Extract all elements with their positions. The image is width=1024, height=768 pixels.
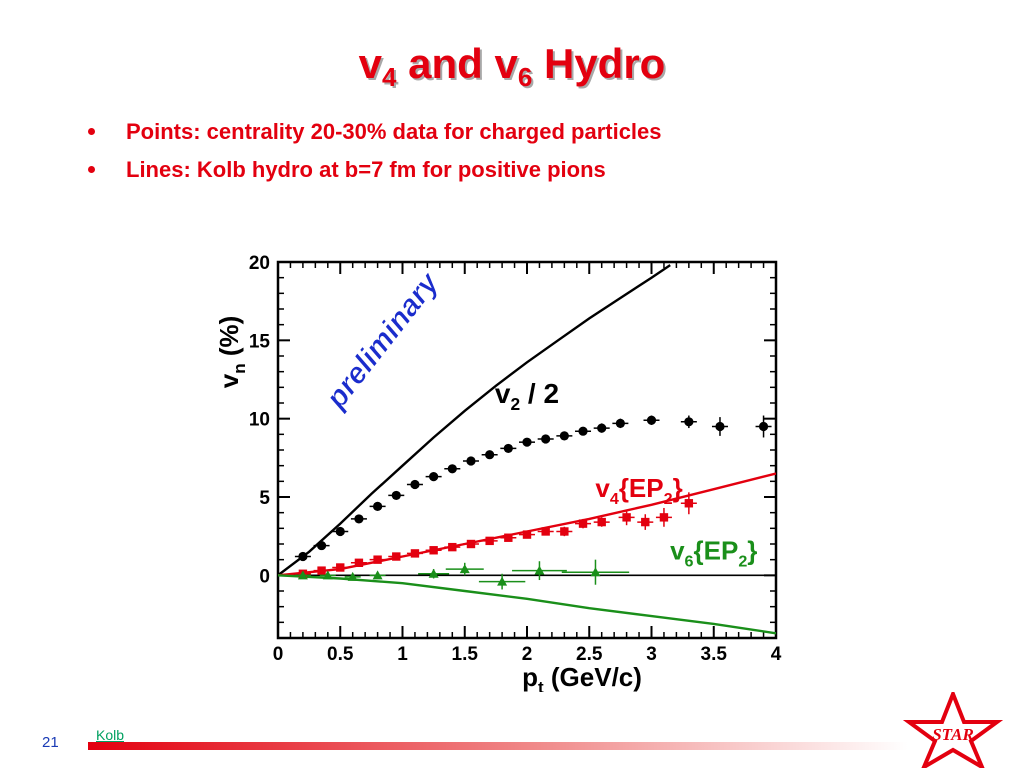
v2-point [758,421,769,432]
v2-point [429,472,439,482]
y-tick-label: 10 [249,410,270,431]
title-part3: Hydro [532,40,666,87]
v2-point [522,437,532,447]
star-logo-icon [902,692,1004,768]
chart: 0 5 10 15 20 0 0.5 1 1.5 2 2.5 3 3.5 4 pt (GeV/c) vn (%… [200,232,800,697]
y-tick-label: 15 [249,331,271,352]
v4-point [485,536,494,546]
x-tick-label: 1.5 [452,644,479,665]
v2-point [541,434,551,444]
v2-model-line [278,264,671,577]
v2-point [615,418,625,428]
v2-point [466,456,476,466]
v2-point [578,426,588,436]
v6-point [459,564,470,574]
y-tick-label: 20 [249,253,270,274]
v2-point [646,415,657,425]
bullet-list: Points: centrality 20-30% data for charg… [88,116,662,192]
v6-point [534,565,545,575]
v4-point [336,563,345,572]
x-axis-title: pt (GeV/c) [522,662,642,692]
bullet-text: Lines: Kolb hydro at b=7 fm for positive… [126,157,606,182]
v4-point [466,539,476,549]
v6-point [497,576,508,586]
y-tick-label: 0 [259,566,270,587]
v2-point [316,540,327,551]
v2-point [503,443,513,454]
v6-point [297,570,308,580]
v6-model-line [278,574,776,635]
x-tick-label: 0 [273,644,284,665]
footer-bar [88,742,908,750]
preliminary-watermark: preliminary [319,266,446,416]
v4-label: v4{EP2} [595,473,682,508]
bullet-dot-icon [88,166,95,173]
v6-point [590,567,601,577]
x-tick-label: 1 [397,644,408,665]
v4-point [392,552,401,561]
v4-point [541,527,550,536]
v2-point [410,479,420,490]
title-sub1: 4 [382,62,397,92]
v2-point [447,464,457,474]
v4-point [578,519,588,528]
v2-point [597,423,607,433]
kolb-link[interactable]: Kolb [96,727,125,743]
v4-point [354,558,364,567]
v2-point [373,501,383,511]
v6-point [347,571,358,581]
v2-point [715,421,725,432]
v2-point [684,417,694,427]
v2-point [354,514,364,524]
v4-point [684,499,694,508]
x-tick-label: 3.5 [701,644,728,665]
bullet-item: Lines: Kolb hydro at b=7 fm for positive… [88,154,662,192]
x-tick-label: 2 [522,644,533,665]
v4-point [560,527,569,536]
v4-point [373,555,382,564]
v2-point [559,431,569,441]
bullet-text: Points: centrality 20-30% data for charg… [126,119,662,144]
v2-point [485,450,495,460]
y-tick-label: 5 [259,488,270,509]
x-tick-label: 2.5 [576,644,603,665]
v2-point [335,526,345,537]
x-tick-label: 4 [771,644,782,665]
v4-point [622,513,631,522]
x-tick-label: 3 [646,644,657,665]
v4-point [641,517,650,527]
plot-frame [276,260,778,640]
slide-title: v4 and v6 Hydro [0,40,1024,93]
v4-point [597,517,606,527]
bullet-dot-icon [88,128,95,135]
v4-point [317,566,326,575]
chart-svg: 0 5 10 15 20 0 0.5 1 1.5 2 2.5 3 3.5 4 pt (GeV/c) vn (%… [214,253,782,697]
title-part2: and v [396,40,518,87]
y-axis-title: vn (%) [214,316,249,389]
v4-point [429,546,438,555]
page-number: 21 [42,734,59,751]
bullet-item: Points: centrality 20-30% data for charg… [88,116,662,154]
logo-text: STAR [932,725,974,744]
v2-point [391,490,401,501]
v4-point [522,530,532,539]
v4-point [448,542,457,552]
v6-label: v6{EP2} [670,536,757,571]
x-tick-label: 0.5 [327,644,354,665]
v2-label: v2 / 2 [495,378,559,414]
v4-point [504,533,513,542]
title-part1: v [358,40,383,87]
star-logo: STAR [902,692,1004,768]
v4-point [410,549,420,558]
v6-point [322,570,333,580]
title-sub2: 6 [517,62,533,92]
v4-point [659,513,669,522]
v6-point [372,570,383,580]
v6-point [428,568,439,578]
v2-point [298,551,308,562]
